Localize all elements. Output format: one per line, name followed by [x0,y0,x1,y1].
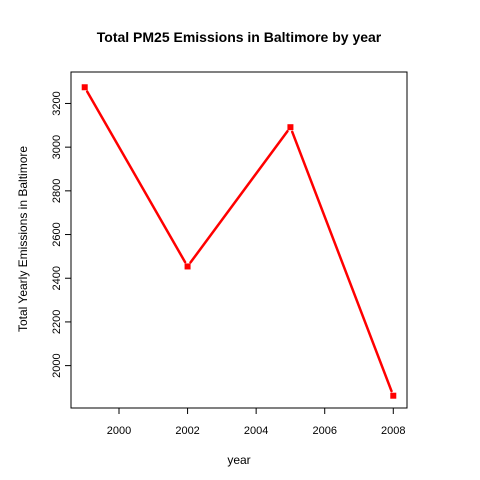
series-line-segment [191,131,288,262]
y-axis-label: Total Yearly Emissions in Baltimore [16,146,30,332]
series-layer [82,84,397,398]
series-line-segment [292,132,391,391]
x-axis: 2000 2002 2004 2006 2008 [107,408,406,437]
y-tick-label: 2200 [51,310,63,334]
x-tick-label: 2006 [312,425,336,437]
y-tick-label: 2000 [51,353,63,377]
x-axis-label: year [227,453,250,467]
y-tick-label: 3000 [51,135,63,159]
y-tick-label: 2800 [51,179,63,203]
y-tick-label: 3200 [51,91,63,115]
x-tick-label: 2002 [175,425,199,437]
series-line-segment [87,92,185,263]
x-tick-label: 2004 [244,425,268,437]
y-tick-label: 2400 [51,266,63,290]
data-point [287,124,293,130]
x-tick-label: 2008 [381,425,405,437]
data-point [82,84,88,90]
y-tick-label: 2600 [51,222,63,246]
x-tick-label: 2000 [107,425,131,437]
data-point [185,263,191,269]
y-axis: 2000 2200 2400 2600 2800 3000 3200 [51,91,71,378]
plot-frame [71,72,407,408]
chart-title: Total PM25 Emissions in Baltimore by yea… [97,29,382,45]
data-point [390,393,396,399]
